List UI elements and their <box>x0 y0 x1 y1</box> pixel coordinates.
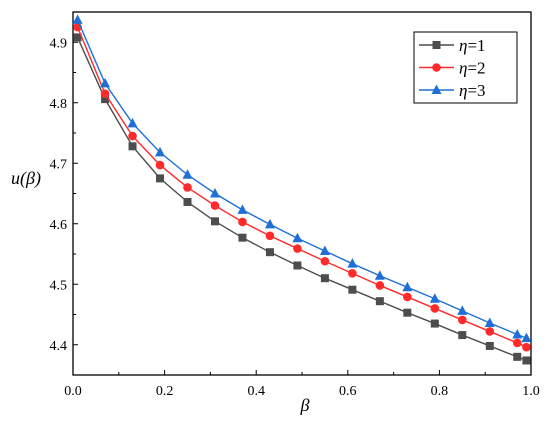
data-point <box>73 33 82 42</box>
x-axis: 0.0 0.2 0.4 0.6 0.8 1.0 <box>64 370 540 399</box>
data-point <box>512 338 522 348</box>
x-tick-label: 1.0 <box>522 384 540 399</box>
data-point <box>293 244 302 253</box>
y-tick-label: 4.7 <box>50 157 68 172</box>
legend-item: η=1 <box>419 36 486 55</box>
data-point <box>100 77 111 88</box>
x-tick-label: 0.0 <box>64 384 82 399</box>
data-point <box>183 197 192 206</box>
data-point <box>183 183 192 192</box>
data-point <box>512 328 523 339</box>
data-point <box>209 188 220 198</box>
data-point <box>265 231 275 241</box>
data-point <box>521 332 532 343</box>
data-point <box>292 232 303 243</box>
x-tick-label: 0.6 <box>339 384 357 399</box>
data-point <box>238 217 247 227</box>
data-point <box>156 174 165 183</box>
x-tick-label: 0.2 <box>156 384 174 399</box>
series-line <box>76 26 527 348</box>
data-point <box>522 356 531 365</box>
data-point <box>347 258 358 268</box>
x-axis-title: β <box>300 395 310 415</box>
data-point <box>348 285 357 294</box>
data-point <box>485 341 494 350</box>
data-point <box>128 131 137 141</box>
data-point <box>127 117 138 128</box>
series-3 <box>72 14 532 343</box>
data-point <box>237 204 248 214</box>
data-point <box>128 142 137 151</box>
data-point <box>320 256 330 266</box>
legend-label: η=2 <box>459 59 486 78</box>
data-point <box>513 352 522 361</box>
data-point <box>101 95 110 104</box>
data-point <box>458 315 467 325</box>
data-point <box>402 281 413 292</box>
legend: η=1 η=2 η=3 <box>413 31 518 104</box>
data-point <box>155 160 165 170</box>
data-point <box>403 292 412 302</box>
data-point <box>375 281 385 290</box>
legend-label: η=1 <box>459 36 486 55</box>
x-tick-label: 0.4 <box>247 384 265 399</box>
data-point <box>485 327 495 336</box>
data-point <box>319 245 330 255</box>
y-tick-label: 4.6 <box>50 218 68 233</box>
data-point <box>484 317 495 327</box>
data-point <box>430 319 439 328</box>
data-point <box>429 293 440 303</box>
series-1 <box>73 33 531 365</box>
data-point <box>182 169 193 179</box>
y-axis: 4.4 4.5 4.6 4.7 4.8 4.9 <box>50 11 78 376</box>
y-tick-label: 4.4 <box>50 339 68 354</box>
data-point <box>320 274 329 283</box>
series-line <box>76 19 527 339</box>
data-point <box>458 331 467 340</box>
legend-item: η=3 <box>419 81 486 100</box>
y-tick-label: 4.8 <box>50 97 68 112</box>
data-point <box>375 297 384 306</box>
data-point <box>72 14 83 24</box>
data-point <box>403 308 412 317</box>
data-point <box>430 304 440 313</box>
data-point <box>457 305 468 315</box>
y-axis-title: u(β) <box>11 168 41 189</box>
y-tick-label: 4.5 <box>50 278 68 293</box>
x-tick-label: 0.8 <box>431 384 449 399</box>
data-point <box>522 342 531 352</box>
data-point <box>374 270 385 280</box>
legend-marker <box>432 63 441 72</box>
data-point <box>155 146 166 157</box>
legend-item: η=2 <box>419 59 486 78</box>
legend-marker <box>432 41 441 49</box>
series-line <box>76 37 527 362</box>
y-tick-label: 4.9 <box>50 36 68 51</box>
data-point <box>264 218 275 229</box>
legend-label: η=3 <box>459 81 486 100</box>
data-point <box>210 217 219 226</box>
data-point <box>210 201 220 210</box>
data-point <box>293 261 302 270</box>
data-point <box>265 248 274 257</box>
data-point <box>238 233 247 242</box>
data-point <box>348 269 357 278</box>
series-2 <box>73 22 531 352</box>
series-layer <box>72 14 532 365</box>
legend-marker <box>431 84 442 94</box>
data-point <box>100 89 110 98</box>
